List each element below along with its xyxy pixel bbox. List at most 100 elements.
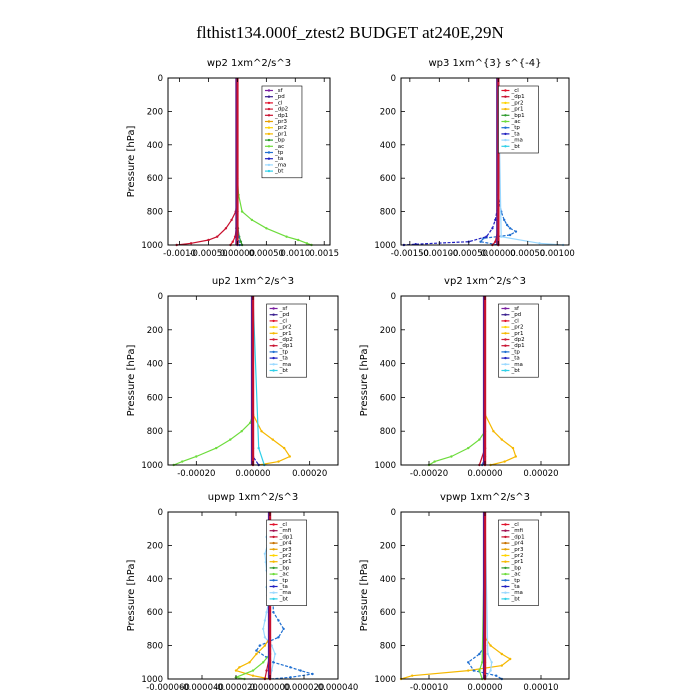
legend-entry: _cl — [510, 522, 519, 528]
legend-entry: _ac — [510, 119, 520, 125]
data-point-dp1 — [230, 218, 233, 222]
legend-marker — [504, 597, 507, 601]
x-tick-label: 0.00020 — [292, 469, 327, 479]
legend-marker — [504, 579, 507, 582]
data-point-pr1 — [277, 460, 280, 463]
data-point-dp1 — [216, 235, 219, 238]
y-tick-label: 400 — [380, 360, 396, 370]
legend-entry: _pr2 — [274, 125, 287, 131]
legend-marker — [267, 145, 271, 148]
x-tick-label: 0.00000 — [481, 249, 516, 259]
x-tick-label: 0.00000 — [467, 469, 502, 479]
plot-frame — [167, 511, 339, 680]
legend-entry: _ta — [274, 156, 283, 162]
legend-entry: _pr2 — [279, 325, 292, 331]
y-tick-label: 200 — [380, 326, 396, 336]
legend-entry: _pd — [274, 94, 285, 100]
data-point-pr1 — [511, 446, 515, 450]
legend-marker — [504, 541, 507, 545]
legend-marker — [504, 107, 507, 111]
data-point-tp — [508, 227, 512, 230]
legend-entry: _dp2 — [279, 337, 293, 343]
legend-entry: _ta — [510, 131, 519, 137]
panel-2: wp3 1xm^{3} s^{-4}02004006008001000-0.00… — [374, 58, 574, 259]
legend-marker — [267, 114, 271, 117]
y-tick-label: 1000 — [374, 241, 396, 251]
legend-marker — [504, 554, 507, 557]
legend-marker — [504, 132, 507, 136]
legend-entry: _tp — [279, 349, 289, 355]
legend-entry: _sf — [274, 88, 284, 94]
legend-marker — [504, 319, 507, 323]
legend-entry: _ta — [279, 584, 288, 590]
legend-marker — [504, 101, 507, 105]
legend-marker — [272, 548, 275, 551]
legend-marker — [267, 120, 271, 123]
panel-title: vp2 1xm^2/s^3 — [444, 276, 526, 287]
series-line-ac — [173, 296, 254, 466]
legend-marker — [504, 138, 507, 142]
data-point-pr1 — [283, 446, 286, 450]
legend-marker — [267, 151, 271, 154]
legend-marker — [504, 145, 507, 148]
y-tick-label: 1000 — [374, 461, 396, 471]
panel-3: up2 1xm^2/s^3 Pressure [hPa] 0 200 400 600 800… — [126, 276, 339, 479]
data-point-tp — [299, 669, 302, 672]
data-point-tp — [255, 649, 258, 652]
legend-entry: _pr2 — [510, 325, 523, 331]
series-line-ac — [428, 296, 486, 466]
legend-marker — [504, 560, 507, 563]
x-tick-label: 0.00100 — [540, 249, 575, 259]
series-line-pr1 — [484, 296, 517, 466]
legend-entry: _pr1 — [274, 131, 287, 137]
data-point-dp1 — [265, 669, 268, 672]
panel-4: vp2 1xm^2/s^3 Pressure [hPa] 0 200 400 600 800… — [359, 276, 570, 479]
y-tick-label: 400 — [147, 575, 163, 585]
data-point-ma — [263, 619, 267, 622]
data-point-tp — [479, 240, 482, 243]
data-point-tp — [289, 666, 292, 669]
data-point-pr1 — [238, 666, 241, 669]
legend-marker — [272, 579, 275, 582]
data-point-pr1 — [467, 669, 470, 672]
legend-marker — [267, 163, 271, 167]
data-point-tp — [467, 661, 470, 664]
panel-6: vpwp 1xm^2/s^3 Pressure [hPa] 0 200 400 600 80… — [359, 492, 570, 693]
legend-entry: _sf — [510, 306, 520, 312]
data-point-tp — [277, 636, 280, 639]
legend-marker — [504, 363, 507, 366]
legend-marker — [504, 325, 507, 329]
legend-marker — [272, 350, 275, 354]
legend-entry: _mfi — [279, 528, 292, 534]
legend-marker — [272, 541, 275, 545]
legend-marker — [267, 157, 271, 160]
panel-title: vpwp 1xm^2/s^3 — [440, 492, 530, 503]
x-tick-label: -0.00020 — [410, 469, 448, 479]
y-tick-label: 400 — [147, 360, 163, 370]
y-tick-label: 600 — [380, 393, 396, 403]
legend-entry: _pr1 — [510, 559, 523, 565]
data-point-tp — [282, 627, 285, 631]
series-line-pr1 — [400, 512, 512, 680]
data-point-pr1 — [500, 652, 503, 656]
y-tick-label: 1000 — [374, 675, 396, 685]
y-tick-label: 600 — [147, 608, 163, 618]
series-line-pr1 — [252, 296, 291, 466]
y-tick-label: 200 — [147, 107, 163, 117]
legend-marker — [272, 307, 275, 310]
x-tick-label: 0.000020 — [284, 683, 325, 693]
legend-entry: _cl — [279, 318, 288, 324]
legend-marker — [272, 313, 275, 316]
x-tick-label: 0.00000 — [220, 249, 255, 259]
legend-entry: _pr2 — [510, 100, 523, 106]
legend-entry: _cl — [510, 318, 519, 324]
legend-marker — [504, 307, 507, 310]
legend-entry: _cl — [279, 522, 288, 528]
y-tick-label: 200 — [380, 541, 396, 551]
y-tick-label: 0 — [391, 508, 396, 518]
legend-marker — [504, 114, 507, 117]
legend-entry: _pr1 — [279, 559, 292, 565]
legend-entry: _ma — [510, 362, 522, 368]
legend-box — [261, 85, 303, 179]
